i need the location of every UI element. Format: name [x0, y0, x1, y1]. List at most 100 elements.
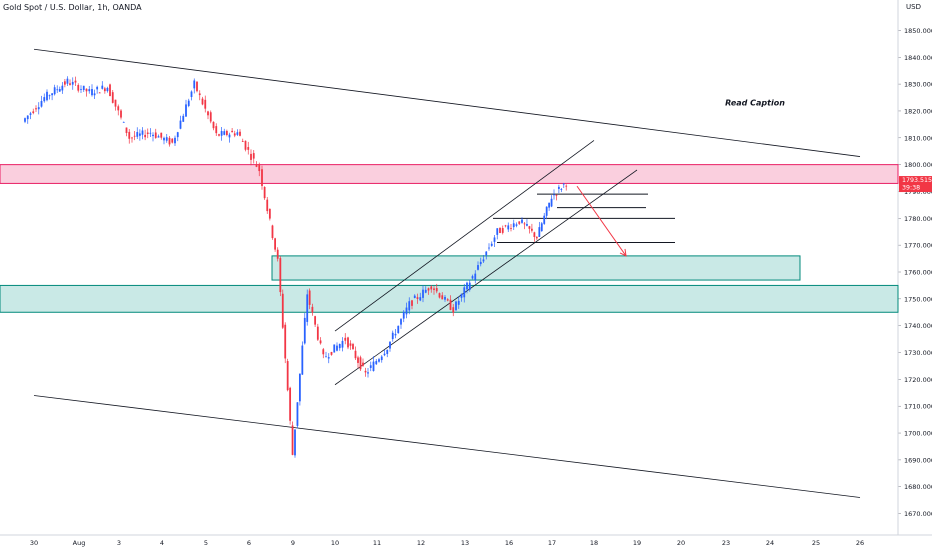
candle-body[interactable]: [289, 387, 292, 421]
candle-body[interactable]: [98, 92, 101, 94]
candle-body[interactable]: [521, 219, 523, 223]
candle-body[interactable]: [58, 89, 61, 92]
candle-body[interactable]: [63, 81, 66, 85]
candle-body[interactable]: [117, 106, 120, 111]
candle-body[interactable]: [198, 93, 201, 96]
candle-body[interactable]: [394, 333, 397, 336]
candle-body[interactable]: [512, 223, 515, 228]
candle-body[interactable]: [322, 349, 325, 355]
candle-body[interactable]: [176, 132, 179, 138]
candle-body[interactable]: [485, 251, 488, 256]
candle-body[interactable]: [71, 81, 74, 85]
candle-body[interactable]: [515, 224, 518, 226]
candle-body[interactable]: [389, 341, 391, 349]
trendline-channel-upper[interactable]: [334, 140, 595, 332]
candle-body[interactable]: [424, 289, 427, 293]
candle-body[interactable]: [296, 402, 299, 426]
candle-body[interactable]: [91, 89, 93, 96]
candle-body[interactable]: [411, 300, 413, 306]
candle-body[interactable]: [397, 325, 400, 334]
candle-body[interactable]: [255, 164, 258, 167]
candle-body[interactable]: [93, 93, 96, 96]
candle-body[interactable]: [266, 199, 269, 212]
candle-body[interactable]: [383, 353, 386, 356]
candle-body[interactable]: [239, 131, 241, 136]
candle-body[interactable]: [540, 223, 543, 232]
trendline-upper-descending[interactable]: [33, 48, 861, 157]
candle-body[interactable]: [347, 337, 349, 348]
candle-body[interactable]: [518, 221, 521, 224]
candle-body[interactable]: [152, 134, 154, 137]
candle-body[interactable]: [557, 186, 560, 189]
candle-body[interactable]: [463, 287, 466, 298]
candle-body[interactable]: [523, 223, 526, 225]
candle-body[interactable]: [294, 429, 296, 456]
candle-body[interactable]: [378, 359, 380, 362]
candle-body[interactable]: [212, 121, 215, 129]
candle-body[interactable]: [125, 127, 128, 133]
candle-body[interactable]: [179, 120, 182, 129]
candle-body[interactable]: [149, 132, 152, 134]
candle-body[interactable]: [24, 118, 26, 122]
candle-body[interactable]: [496, 228, 499, 235]
candle-body[interactable]: [416, 297, 419, 299]
candle-body[interactable]: [268, 208, 271, 219]
zone-support-1[interactable]: [271, 255, 801, 281]
candle-body[interactable]: [375, 361, 378, 365]
candle-body[interactable]: [77, 85, 80, 91]
candle-body[interactable]: [449, 299, 452, 310]
candle-body[interactable]: [133, 135, 136, 137]
candle-body[interactable]: [369, 365, 372, 368]
candle-body[interactable]: [330, 351, 333, 355]
candle-body[interactable]: [82, 85, 85, 91]
candle-body[interactable]: [201, 98, 204, 105]
candle-body[interactable]: [391, 332, 394, 340]
candle-body[interactable]: [438, 293, 441, 298]
candle-body[interactable]: [298, 373, 301, 402]
candle-body[interactable]: [74, 80, 77, 83]
candle-body[interactable]: [215, 126, 218, 134]
candle-body[interactable]: [433, 288, 435, 290]
candle-body[interactable]: [460, 293, 463, 298]
candle-body[interactable]: [562, 183, 565, 185]
candle-body[interactable]: [138, 133, 141, 136]
candle-body[interactable]: [528, 226, 531, 229]
candle-body[interactable]: [281, 293, 284, 328]
candle-body[interactable]: [101, 85, 104, 89]
candle-body[interactable]: [452, 307, 455, 313]
zone-support-2[interactable]: [0, 284, 899, 313]
candle-body[interactable]: [430, 286, 433, 290]
candle-body[interactable]: [204, 99, 207, 109]
candle-body[interactable]: [553, 194, 555, 196]
candle-body[interactable]: [185, 104, 187, 117]
candle-body[interactable]: [96, 86, 99, 90]
candle-body[interactable]: [193, 80, 196, 89]
candle-body[interactable]: [479, 261, 482, 265]
trendline-channel-lower[interactable]: [334, 169, 638, 386]
candle-body[interactable]: [499, 227, 501, 233]
candle-body[interactable]: [543, 215, 546, 224]
candle-body[interactable]: [510, 228, 512, 229]
candle-body[interactable]: [565, 185, 568, 187]
candle-body[interactable]: [258, 164, 261, 172]
candle-body[interactable]: [136, 132, 139, 137]
candle-body[interactable]: [114, 99, 117, 107]
candle-body[interactable]: [482, 259, 485, 262]
candle-body[interactable]: [466, 282, 468, 290]
candle-body[interactable]: [555, 194, 558, 196]
candle-body[interactable]: [26, 115, 29, 120]
candle-body[interactable]: [444, 296, 446, 300]
candle-body[interactable]: [405, 307, 408, 315]
candle-body[interactable]: [419, 297, 422, 301]
candle-body[interactable]: [468, 282, 471, 290]
candle-body[interactable]: [80, 88, 82, 90]
candle-body[interactable]: [56, 89, 59, 91]
candle-body[interactable]: [128, 131, 131, 139]
candle-body[interactable]: [352, 344, 354, 350]
candle-body[interactable]: [400, 319, 402, 325]
candle-body[interactable]: [338, 344, 341, 349]
candle-body[interactable]: [160, 132, 163, 138]
candle-body[interactable]: [349, 343, 352, 346]
candle-body[interactable]: [252, 153, 255, 159]
candle-body[interactable]: [490, 243, 493, 246]
